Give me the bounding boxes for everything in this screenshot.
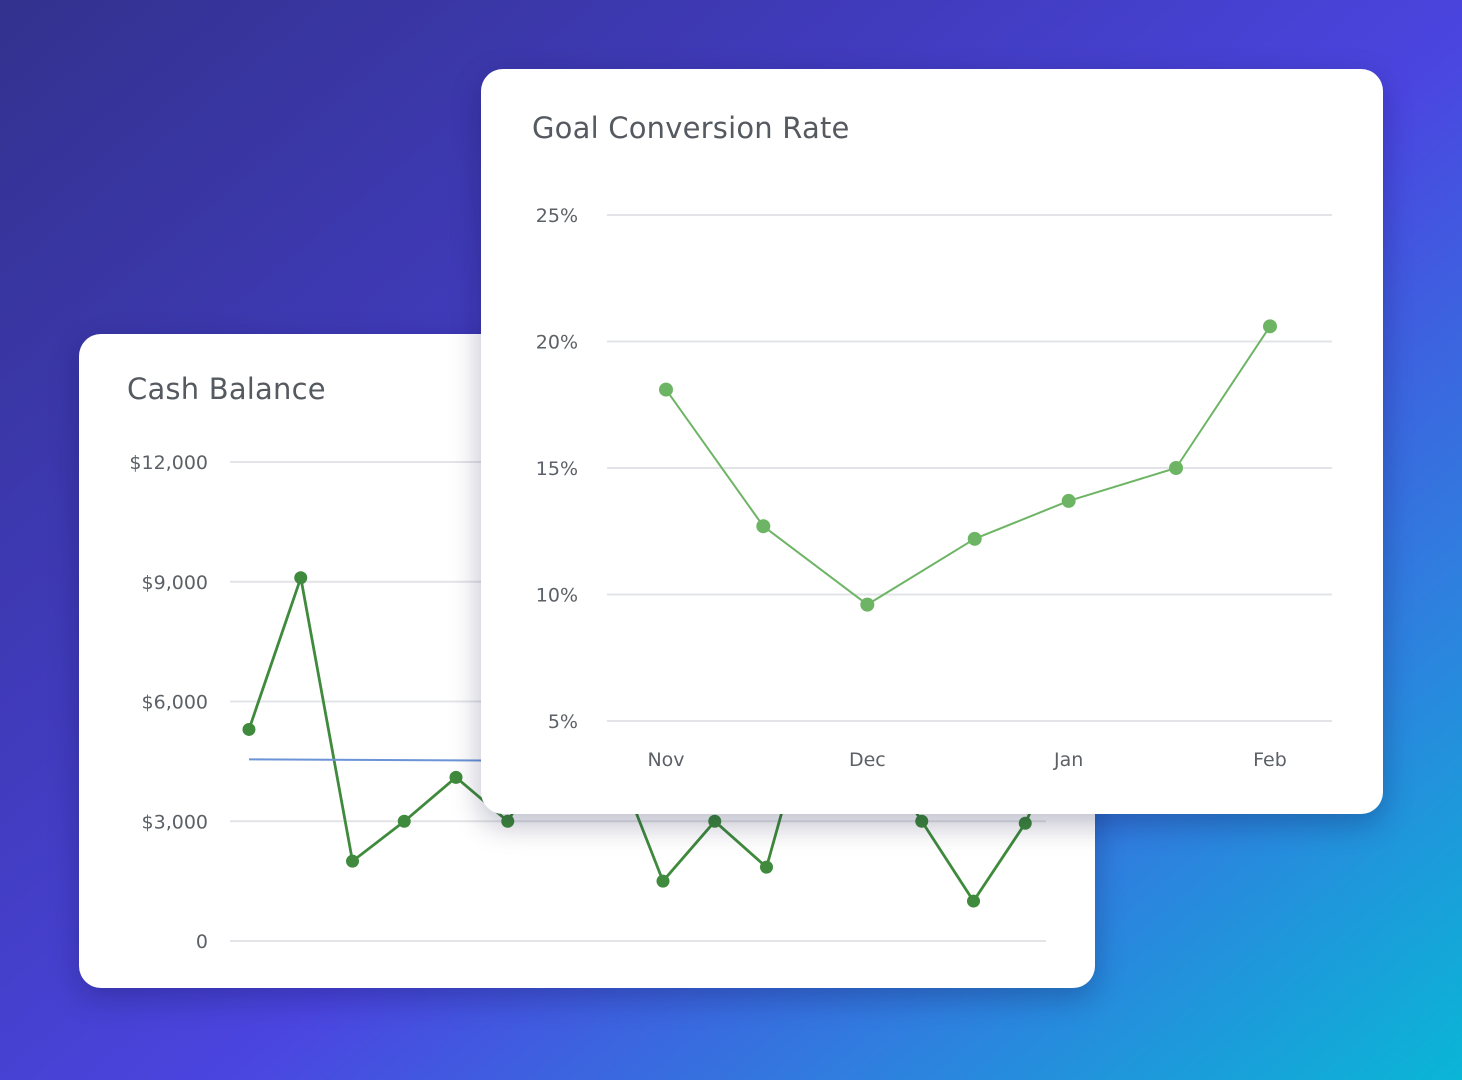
y-tick-label: 15% bbox=[536, 458, 578, 480]
x-tick-label: Nov bbox=[647, 749, 684, 771]
data-point bbox=[1061, 493, 1076, 508]
data-point bbox=[659, 382, 673, 397]
data-point bbox=[1018, 816, 1032, 830]
data-point bbox=[760, 860, 773, 874]
y-tick-label: 20% bbox=[536, 332, 578, 354]
data-point bbox=[449, 770, 463, 784]
data-point bbox=[1263, 319, 1277, 334]
data-point bbox=[656, 874, 670, 888]
goal-conversion-chart: 5% 10% 15% 20% 25% Nov Dec Jan Feb bbox=[536, 205, 1332, 771]
data-point bbox=[756, 519, 771, 534]
data-point bbox=[346, 854, 359, 868]
data-point bbox=[967, 894, 980, 908]
y-tick-label: 25% bbox=[536, 205, 578, 227]
goal-conversion-card: Goal Conversion Rate 5% 10% 15% 20% 25% Nov De… bbox=[481, 69, 1383, 814]
x-tick-label: Jan bbox=[1053, 749, 1083, 771]
y-tick-label: $6,000 bbox=[142, 692, 208, 714]
data-point bbox=[294, 571, 308, 585]
data-point bbox=[501, 814, 515, 828]
y-tick-label: $3,000 bbox=[142, 811, 208, 833]
data-point bbox=[1169, 461, 1184, 475]
y-tick-label: 5% bbox=[548, 711, 578, 733]
y-tick-label: 0 bbox=[196, 931, 208, 953]
data-point bbox=[860, 597, 875, 612]
data-point bbox=[397, 814, 411, 828]
data-point bbox=[708, 814, 722, 828]
cash-balance-title: Cash Balance bbox=[127, 372, 326, 406]
data-point bbox=[967, 531, 982, 546]
x-tick-label: Dec bbox=[849, 749, 886, 771]
goal-conversion-title: Goal Conversion Rate bbox=[532, 111, 850, 145]
data-point bbox=[242, 722, 256, 736]
y-tick-label: 10% bbox=[536, 585, 578, 607]
y-tick-label: $12,000 bbox=[129, 452, 208, 474]
y-tick-label: $9,000 bbox=[142, 572, 208, 594]
data-point bbox=[915, 814, 929, 828]
x-tick-label: Feb bbox=[1253, 749, 1287, 771]
